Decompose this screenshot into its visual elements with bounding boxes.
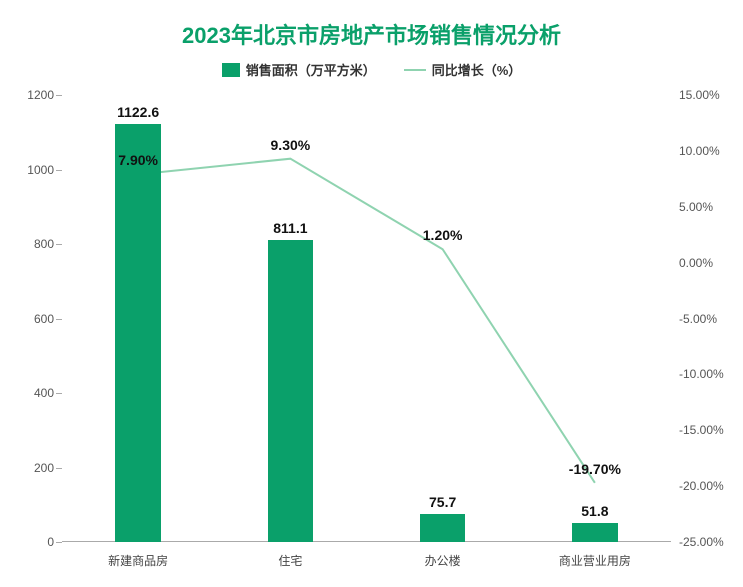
y-right-tick-label: 0.00% [679, 256, 713, 270]
y-left-tick [56, 95, 62, 96]
chart-title: 2023年北京市房地产市场销售情况分析 [0, 18, 743, 50]
x-tick-label: 办公楼 [425, 552, 461, 569]
y-left-tick-label: 600 [34, 312, 54, 326]
legend-swatch-line [404, 69, 426, 71]
y-left-tick-label: 800 [34, 237, 54, 251]
y-right-tick-label: -10.00% [679, 367, 724, 381]
y-left-tick [56, 468, 62, 469]
y-left-tick-label: 1000 [27, 163, 54, 177]
y-left-tick-label: 200 [34, 461, 54, 475]
plot-area: 020040060080010001200-25.00%-20.00%-15.0… [62, 95, 671, 542]
legend-item-line: 同比增长（%） [404, 60, 522, 79]
y-right-tick-label: -5.00% [679, 312, 717, 326]
y-left-tick-label: 400 [34, 386, 54, 400]
bar-value-label: 1122.6 [117, 104, 159, 120]
chart-container: 2023年北京市房地产市场销售情况分析 销售面积（万平方米） 同比增长（%） 0… [0, 0, 743, 587]
y-left-tick [56, 170, 62, 171]
line-series [138, 159, 595, 483]
bar [572, 523, 618, 542]
y-left-tick [56, 319, 62, 320]
bar-value-label: 75.7 [429, 494, 456, 510]
y-right-tick-label: -15.00% [679, 423, 724, 437]
y-left-tick-label: 0 [47, 535, 54, 549]
y-left-tick-label: 1200 [27, 88, 54, 102]
bar [268, 240, 314, 542]
bar [420, 514, 466, 542]
y-right-tick-label: 10.00% [679, 144, 720, 158]
y-right-tick-label: 15.00% [679, 88, 720, 102]
x-tick-label: 商业营业用房 [559, 552, 631, 569]
y-left-tick [56, 542, 62, 543]
legend-item-bar: 销售面积（万平方米） [222, 60, 376, 79]
legend: 销售面积（万平方米） 同比增长（%） [0, 60, 743, 79]
x-tick-label: 住宅 [278, 552, 302, 569]
line-value-label: -19.70% [569, 461, 621, 477]
line-value-label: 7.90% [118, 152, 158, 168]
y-right-tick-label: 5.00% [679, 200, 713, 214]
line-value-label: 9.30% [271, 137, 311, 153]
bar [115, 124, 161, 542]
legend-label-line: 同比增长（%） [432, 60, 522, 79]
y-right-tick-label: -25.00% [679, 535, 724, 549]
legend-label-bar: 销售面积（万平方米） [246, 60, 376, 79]
line-value-label: 1.20% [423, 227, 463, 243]
legend-swatch-bar [222, 63, 240, 77]
y-left-tick [56, 244, 62, 245]
y-left-tick [56, 393, 62, 394]
x-tick-label: 新建商品房 [108, 552, 168, 569]
bar-value-label: 51.8 [581, 503, 608, 519]
y-right-tick-label: -20.00% [679, 479, 724, 493]
bar-value-label: 811.1 [273, 220, 307, 236]
